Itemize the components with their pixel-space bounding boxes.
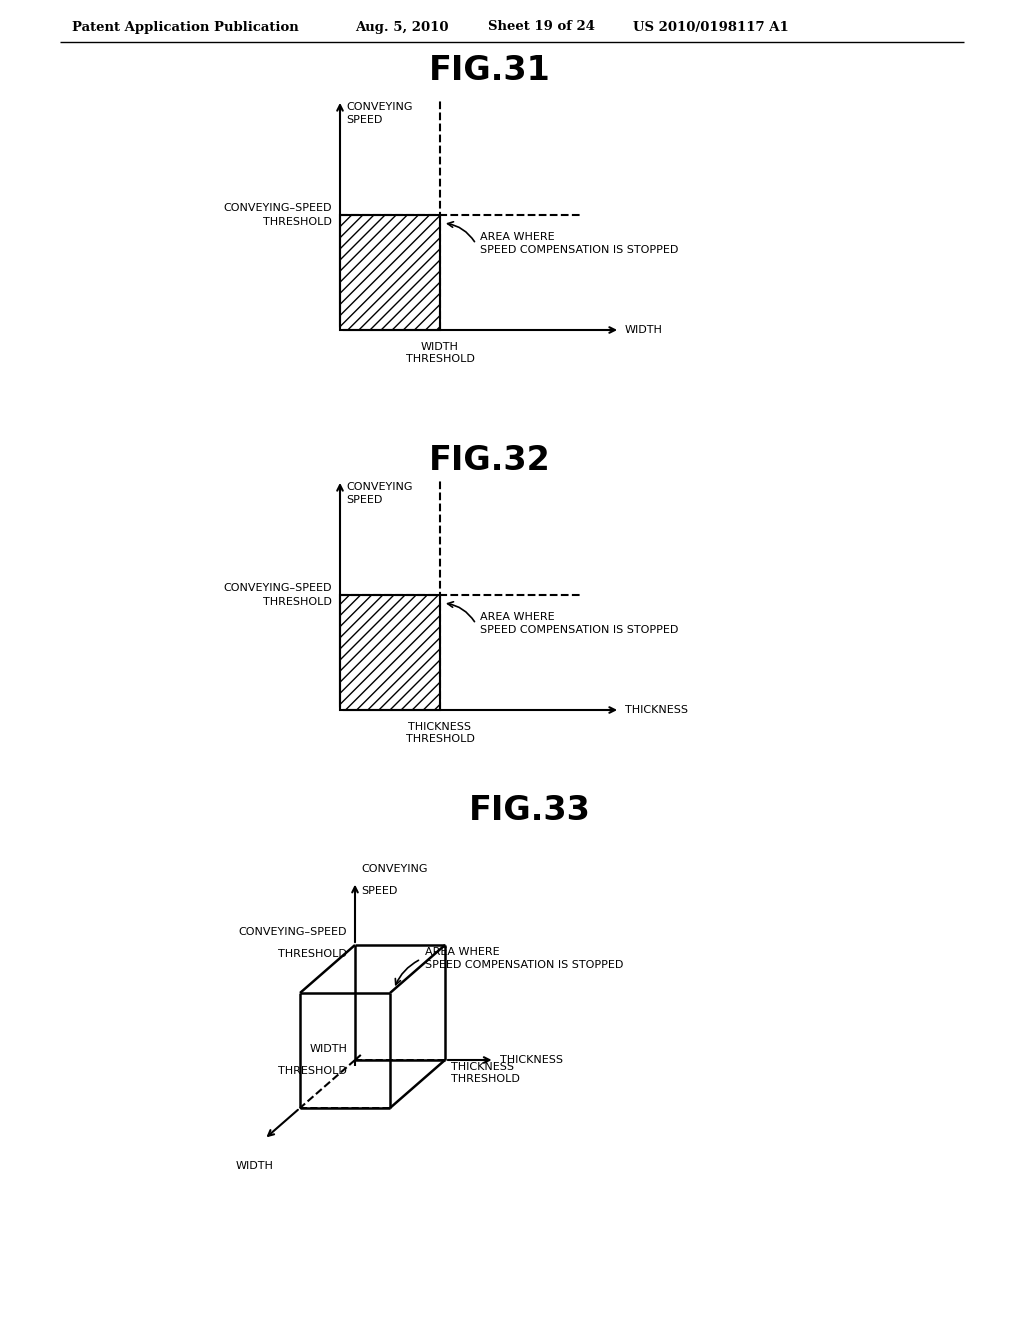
Text: AREA WHERE: AREA WHERE [425,946,500,957]
Text: THRESHOLD: THRESHOLD [279,1067,347,1076]
Text: THRESHOLD: THRESHOLD [263,597,332,607]
Text: CONVEYING–SPEED: CONVEYING–SPEED [223,583,332,593]
Text: THRESHOLD: THRESHOLD [451,1074,520,1084]
Text: CONVEYING–SPEED: CONVEYING–SPEED [223,203,332,213]
Text: WIDTH: WIDTH [421,342,459,352]
Text: CONVEYING: CONVEYING [346,102,413,112]
Text: THICKNESS: THICKNESS [409,722,471,733]
Text: THICKNESS: THICKNESS [501,1055,563,1065]
Text: THRESHOLD: THRESHOLD [279,949,347,960]
Text: FIG.32: FIG.32 [429,444,551,477]
Bar [340,215,440,330]
Text: THRESHOLD: THRESHOLD [263,216,332,227]
Text: SPEED COMPENSATION IS STOPPED: SPEED COMPENSATION IS STOPPED [425,960,624,970]
Text: CONVEYING: CONVEYING [361,863,427,874]
Bar [340,595,440,710]
Text: WIDTH: WIDTH [236,1162,273,1171]
Text: AREA WHERE: AREA WHERE [480,612,555,622]
Text: SPEED: SPEED [361,886,397,896]
Text: WIDTH: WIDTH [625,325,663,335]
Text: Sheet 19 of 24: Sheet 19 of 24 [488,21,595,33]
Text: FIG.33: FIG.33 [469,793,591,826]
Text: WIDTH: WIDTH [309,1044,347,1053]
Text: SPEED COMPENSATION IS STOPPED: SPEED COMPENSATION IS STOPPED [480,246,678,255]
Text: Aug. 5, 2010: Aug. 5, 2010 [355,21,449,33]
Text: SPEED: SPEED [346,495,382,506]
Text: SPEED COMPENSATION IS STOPPED: SPEED COMPENSATION IS STOPPED [480,624,678,635]
Text: THRESHOLD: THRESHOLD [406,354,474,364]
Text: US 2010/0198117 A1: US 2010/0198117 A1 [633,21,788,33]
Text: CONVEYING–SPEED: CONVEYING–SPEED [239,927,347,937]
Text: FIG.31: FIG.31 [429,54,551,87]
Text: THRESHOLD: THRESHOLD [406,734,474,744]
Text: Patent Application Publication: Patent Application Publication [72,21,299,33]
Text: THICKNESS: THICKNESS [625,705,688,715]
Text: SPEED: SPEED [346,115,382,125]
Text: CONVEYING: CONVEYING [346,482,413,492]
Text: AREA WHERE: AREA WHERE [480,232,555,242]
Text: THICKNESS: THICKNESS [451,1063,514,1072]
